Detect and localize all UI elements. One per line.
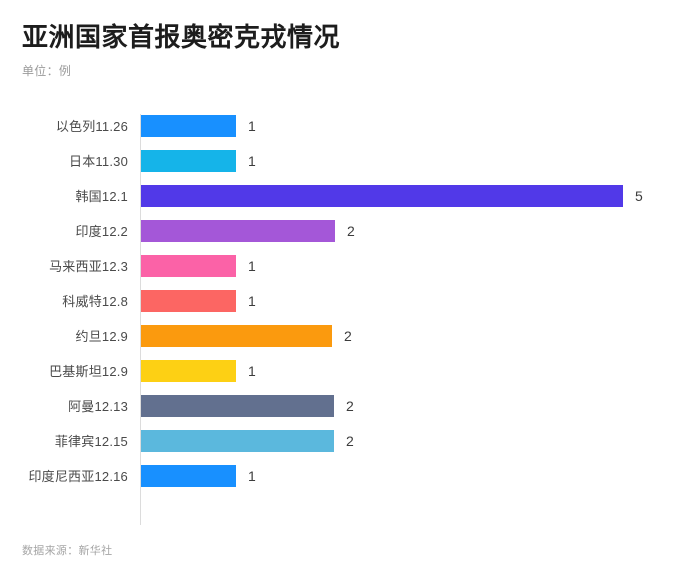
bar-value-label: 1: [248, 117, 256, 134]
bar-segment[interactable]: [141, 394, 334, 417]
bar-category-label: 约旦12.9: [75, 329, 128, 344]
bar-row: 阿曼12.13 2: [0, 388, 700, 423]
bar-row: 日本11.30 1: [0, 143, 700, 178]
bar-segment[interactable]: [141, 219, 335, 242]
bar-wrapper: 1: [141, 149, 256, 172]
bar-category-label: 日本11.30: [69, 154, 128, 169]
bar-category-label: 以色列11.26: [55, 119, 128, 134]
bar-wrapper: 1: [141, 289, 256, 312]
bar-value-label: 1: [248, 292, 256, 309]
bar-value-label: 5: [635, 187, 643, 204]
bar-value-label: 2: [346, 397, 354, 414]
bar-category-label: 巴基斯坦12.9: [49, 364, 128, 379]
bar-segment[interactable]: [141, 184, 623, 207]
bar-row: 菲律宾12.15 2: [0, 423, 700, 458]
bar-segment[interactable]: [141, 429, 334, 452]
chart-source-note: 数据来源：新华社: [22, 545, 113, 557]
y-axis-line: [140, 114, 141, 525]
bar-row: 巴基斯坦12.9 1: [0, 353, 700, 388]
bar-row: 科威特12.8 1: [0, 283, 700, 318]
bar-value-label: 2: [347, 222, 355, 239]
chart-subtitle-unit: 单位：例: [22, 64, 72, 79]
bar-row: 印度尼西亚12.16 1: [0, 458, 700, 493]
bar-row: 韩国12.1 5: [0, 178, 700, 213]
bar-wrapper: 2: [141, 219, 355, 242]
bar-category-label: 韩国12.1: [75, 189, 128, 204]
chart-plot-area: 以色列11.26 1 日本11.30 1 韩国12.1 5 印度12.2 2 马来西亚12.3 1…: [0, 108, 700, 528]
bar-wrapper: 2: [141, 394, 354, 417]
bar-segment[interactable]: [141, 114, 236, 137]
page-title: 亚洲国家首报奥密克戎情况: [22, 22, 341, 52]
bar-category-label: 菲律宾12.15: [54, 434, 128, 449]
bar-row: 以色列11.26 1: [0, 108, 700, 143]
bar-category-label: 马来西亚12.3: [49, 259, 128, 274]
bar-value-label: 2: [346, 432, 354, 449]
chart-header: 亚洲国家首报奥密克戎情况 单位：例: [22, 22, 662, 79]
bar-wrapper: 1: [141, 114, 256, 137]
bar-category-label: 印度12.2: [75, 224, 128, 239]
bar-rows: 以色列11.26 1 日本11.30 1 韩国12.1 5 印度12.2 2 马来西亚12.3 1…: [0, 108, 700, 493]
bar-segment[interactable]: [141, 464, 236, 487]
bar-segment[interactable]: [141, 324, 332, 347]
bar-value-label: 2: [344, 327, 352, 344]
bar-category-label: 阿曼12.13: [68, 399, 128, 414]
bar-row: 马来西亚12.3 1: [0, 248, 700, 283]
bar-wrapper: 2: [141, 324, 352, 347]
bar-segment[interactable]: [141, 359, 236, 382]
bar-wrapper: 2: [141, 429, 354, 452]
bar-wrapper: 5: [141, 184, 643, 207]
bar-segment[interactable]: [141, 149, 236, 172]
bar-row: 约旦12.9 2: [0, 318, 700, 353]
bar-value-label: 1: [248, 362, 256, 379]
bar-value-label: 1: [248, 257, 256, 274]
bar-value-label: 1: [248, 152, 256, 169]
bar-category-label: 印度尼西亚12.16: [28, 469, 128, 484]
bar-segment[interactable]: [141, 289, 236, 312]
bar-category-label: 科威特12.8: [62, 294, 128, 309]
bar-wrapper: 1: [141, 464, 256, 487]
bar-value-label: 1: [248, 467, 256, 484]
bar-wrapper: 1: [141, 359, 256, 382]
bar-wrapper: 1: [141, 254, 256, 277]
bar-segment[interactable]: [141, 254, 236, 277]
bar-row: 印度12.2 2: [0, 213, 700, 248]
